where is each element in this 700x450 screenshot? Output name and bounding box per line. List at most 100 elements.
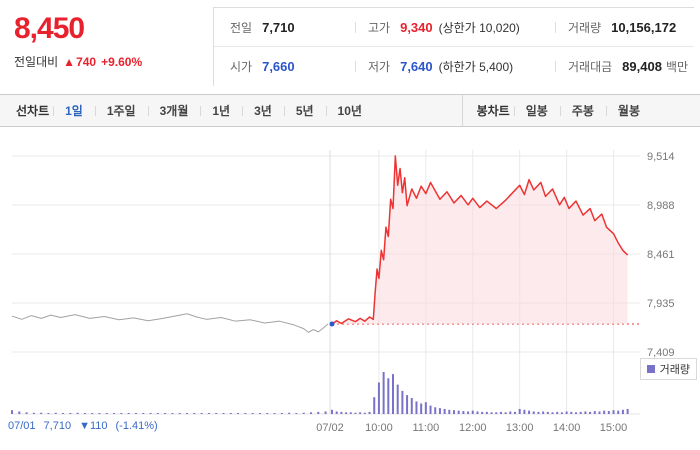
tab-3year[interactable]: 3년 [242, 95, 284, 126]
volume-bar [149, 413, 152, 414]
y-axis-label: 8,461 [647, 249, 675, 261]
volume-bar [415, 401, 418, 414]
open-label: 시가 [230, 60, 253, 74]
x-axis-label: 12:00 [459, 422, 487, 434]
line-tab-group: 1일 1주일 3개월 1년 3년 5년 10년 [53, 95, 374, 126]
volume-bar [349, 412, 352, 414]
prev-close-cell: 전일 7,710 [214, 8, 339, 47]
volume-bar [105, 413, 108, 414]
volume-bar [542, 411, 545, 414]
volume-bar [120, 413, 123, 414]
volume-bar [462, 411, 465, 414]
tab-daily-candle[interactable]: 일봉 [514, 95, 560, 126]
upper-limit-value: (상한가 10,020) [438, 20, 520, 35]
prev-day-summary: 07/01 7,710 ▼110 (-1.41%) [8, 420, 158, 432]
volume-bar [335, 411, 338, 414]
prev-day-date: 07/01 [8, 420, 36, 432]
volume-bar [340, 411, 343, 414]
y-axis-label: 7,935 [647, 298, 675, 310]
volume-bar [603, 410, 606, 414]
amount-unit: 백만 [665, 60, 689, 74]
volume-bar [373, 397, 376, 414]
x-axis-label-day2: 07/02 [316, 422, 344, 434]
volume-bar [396, 384, 399, 414]
volume-bar [266, 413, 269, 414]
tab-1year[interactable]: 1년 [200, 95, 242, 126]
price-volume-chart[interactable]: 9,514 8,988 8,461 7,935 7,409 07/02 10:00 11:00… [0, 128, 700, 450]
volume-bar [354, 412, 357, 414]
header: 8,450 전일대비 ▲ 740 +9.60% 전일 7,710 고가 9,34… [0, 0, 700, 88]
volume-bar [476, 411, 479, 414]
x-axis-label: 11:00 [412, 422, 439, 434]
volume-bar [331, 409, 333, 414]
volume-bar [377, 382, 380, 414]
low-cell: 저가 7,640 (하한가 5,400) [339, 47, 539, 86]
price-area-fill [332, 156, 628, 324]
volume-bar [156, 413, 159, 414]
change-value: 740 [76, 54, 97, 69]
tab-weekly-candle[interactable]: 주봉 [560, 95, 606, 126]
volume-bar [579, 411, 582, 414]
x-axis-label: 15:00 [600, 422, 628, 434]
tab-1week[interactable]: 1주일 [95, 95, 148, 126]
volume-swatch-icon [646, 365, 655, 373]
volume-bar [345, 412, 348, 414]
change-label: 전일대비 [14, 55, 59, 69]
volume-bar [471, 410, 474, 414]
up-arrow-icon: ▲ [63, 54, 76, 69]
volume-bar [47, 413, 50, 414]
tab-monthly-candle[interactable]: 월봉 [606, 95, 652, 126]
low-value: 7,640 [400, 59, 433, 74]
chart-area[interactable]: 9,514 8,988 8,461 7,935 7,409 07/02 10:00 11:00… [0, 128, 700, 450]
high-cell: 고가 9,340 (상한가 10,020) [339, 8, 539, 47]
volume-legend-label: 거래량 [659, 364, 690, 376]
volume-bar [142, 413, 145, 414]
tab-3month[interactable]: 3개월 [148, 95, 201, 126]
volume-bar [617, 410, 620, 414]
volume-bar [598, 411, 601, 414]
low-label: 저가 [368, 60, 391, 74]
volume-bar [467, 411, 470, 414]
volume-bar [359, 412, 362, 414]
line-chart-label: 선차트 [16, 104, 50, 118]
volume-bar [62, 413, 65, 414]
tab-1day[interactable]: 1일 [53, 95, 95, 126]
volume-bar [438, 408, 441, 414]
volume-bar [387, 378, 390, 414]
volume-bar [607, 411, 610, 414]
y-axis-label: 7,409 [647, 347, 675, 359]
volume-bar [193, 413, 196, 414]
volume-bar [368, 411, 371, 414]
tab-10year[interactable]: 10년 [326, 95, 374, 126]
volume-bar [215, 413, 218, 414]
volume-bar [575, 412, 577, 414]
volume-bar [171, 413, 174, 414]
volume-bar [54, 412, 57, 414]
volume-bar [481, 411, 484, 414]
x-axis-label: 14:00 [553, 422, 581, 434]
volume-bar [570, 411, 573, 414]
volume-bar [593, 411, 596, 414]
volume-bar [32, 412, 35, 414]
volume-bar [295, 413, 298, 414]
volume-bar [200, 413, 203, 414]
volume-bar [258, 413, 261, 414]
volume-bar [490, 412, 493, 414]
high-label: 고가 [368, 20, 391, 35]
volume-bar [11, 410, 13, 414]
stats-table: 전일 7,710 고가 9,340 (상한가 10,020) 거래량 10,15… [213, 7, 694, 86]
volume-bar [499, 411, 502, 414]
volume-bar [113, 413, 116, 414]
volume-bar [556, 411, 559, 414]
volume-bar [273, 413, 276, 414]
volume-bar [382, 372, 385, 414]
volume-cell: 거래량 10,156,172 [539, 8, 694, 47]
volume-bar [504, 412, 507, 414]
tab-5year[interactable]: 5년 [284, 95, 326, 126]
candle-chart-label: 봉차트 [476, 104, 510, 118]
price-line-day1 [11, 313, 329, 333]
volume-bar [514, 411, 516, 414]
open-cell: 시가 7,660 [214, 47, 339, 86]
volume-bar [626, 408, 629, 414]
volume-bar [537, 411, 540, 414]
